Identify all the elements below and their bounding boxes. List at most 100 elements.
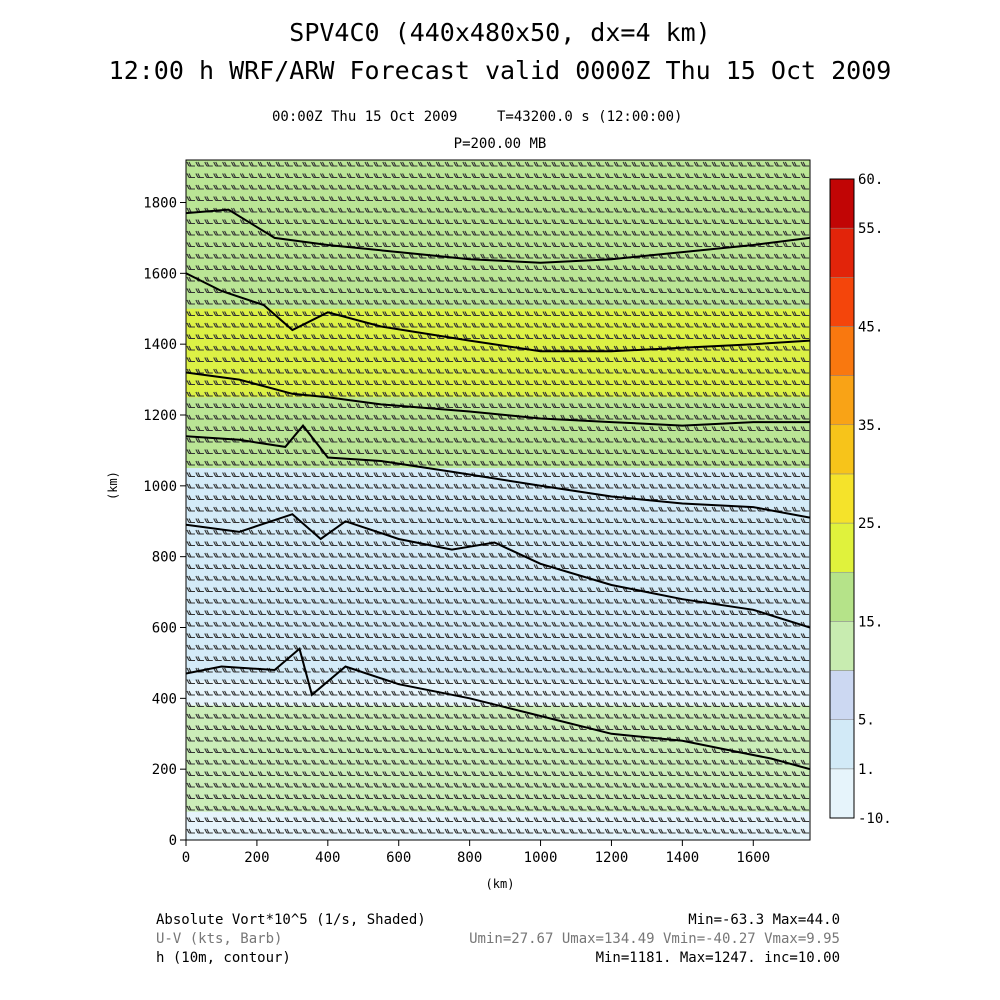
wind-barb: [765, 219, 774, 225]
wind-barb: [676, 161, 685, 167]
wind-barb: [409, 311, 418, 317]
wind-barb: [222, 196, 231, 202]
wind-barb: [782, 173, 792, 179]
wind-barb: [471, 276, 480, 282]
wind-barb: [524, 161, 534, 167]
wind-barb: [222, 230, 231, 236]
wind-barb: [729, 299, 738, 305]
wind-barb: [782, 242, 792, 248]
wind-barb: [417, 161, 427, 167]
colorbar-segment: [829, 768, 855, 819]
wind-barb: [311, 207, 320, 213]
wind-barb: [756, 276, 765, 282]
wind-barb: [204, 276, 213, 282]
wind-barb: [551, 184, 560, 190]
wind-barb: [604, 299, 614, 305]
wind-barb: [471, 184, 480, 190]
wind-barb: [213, 242, 222, 248]
wind-barb: [782, 276, 792, 282]
wind-barb: [649, 242, 658, 248]
wind-barb: [711, 311, 721, 317]
wind-barb: [800, 184, 810, 190]
wind-barb: [426, 311, 436, 317]
wind-barb: [266, 322, 276, 328]
wind-barb: [204, 242, 213, 248]
colorbar-segment: [829, 178, 855, 229]
wind-barb: [506, 242, 516, 248]
colorbar-label: 60.: [858, 172, 883, 188]
wind-barb: [595, 276, 605, 282]
wind-barb: [631, 299, 640, 305]
wind-barb: [747, 265, 756, 271]
wind-barb: [667, 242, 676, 248]
wind-barb: [213, 219, 222, 225]
wind-barb: [204, 161, 213, 167]
wind-barb: [302, 276, 311, 282]
wind-barb: [453, 322, 462, 328]
wind-barb: [284, 299, 293, 305]
wind-barb: [747, 207, 756, 213]
wind-barb: [266, 334, 276, 340]
wind-barb: [222, 161, 231, 167]
wind-barb: [293, 299, 302, 305]
wind-barb: [595, 334, 605, 340]
wind-barb: [435, 173, 445, 179]
wind-barb: [693, 288, 703, 294]
wind-barb: [649, 265, 658, 271]
wind-barb: [604, 196, 614, 202]
wind-barb: [239, 242, 249, 248]
wind-barb: [364, 253, 373, 259]
wind-barb: [355, 276, 365, 282]
wind-barb: [684, 173, 694, 179]
wind-barb: [213, 299, 222, 305]
wind-barb: [391, 253, 400, 259]
wind-barb: [337, 173, 347, 179]
wind-barb: [204, 357, 213, 363]
wind-barb: [667, 299, 676, 305]
wind-barb: [791, 184, 801, 190]
wind-barb: [239, 173, 249, 179]
wind-barb: [231, 288, 240, 294]
wind-barb: [337, 276, 347, 282]
wind-barb: [409, 207, 418, 213]
wind-barb: [426, 207, 436, 213]
wind-barb: [506, 288, 516, 294]
wind-barb: [364, 334, 373, 340]
wind-barb: [720, 322, 729, 328]
colorbar-segment: [829, 227, 855, 278]
wind-barb: [720, 253, 729, 259]
wind-barb: [649, 173, 658, 179]
wind-barb: [364, 299, 373, 305]
wind-barb: [471, 334, 480, 340]
wind-barb: [578, 230, 587, 236]
wind-barb: [649, 207, 658, 213]
wind-barb: [613, 184, 623, 190]
wind-barb: [204, 322, 213, 328]
wind-barb: [248, 161, 258, 167]
wind-barb: [791, 173, 801, 179]
wind-barb: [720, 196, 729, 202]
colorbar-segment: [829, 277, 855, 327]
wind-barb: [765, 311, 774, 317]
wind-barb: [756, 345, 765, 351]
wind-barb: [382, 230, 391, 236]
wind-barb: [747, 161, 756, 167]
wind-barb: [587, 334, 596, 340]
wind-barb: [515, 161, 525, 167]
colorbar-segment: [829, 571, 855, 622]
wind-barb: [195, 345, 204, 351]
wind-barb: [489, 288, 498, 294]
wind-barb: [248, 311, 258, 317]
wind-barb: [738, 265, 747, 271]
wind-barb: [266, 219, 276, 225]
x-tick-label: 1000: [524, 850, 558, 866]
wind-barb: [533, 276, 543, 282]
wind-barb: [649, 311, 658, 317]
wind-barb: [355, 345, 365, 351]
wind-barb: [373, 299, 382, 305]
wind-barb: [480, 184, 489, 190]
wind-barb: [346, 173, 356, 179]
wind-barb: [667, 288, 676, 294]
wind-barb: [320, 219, 329, 225]
wind-barb: [587, 288, 596, 294]
